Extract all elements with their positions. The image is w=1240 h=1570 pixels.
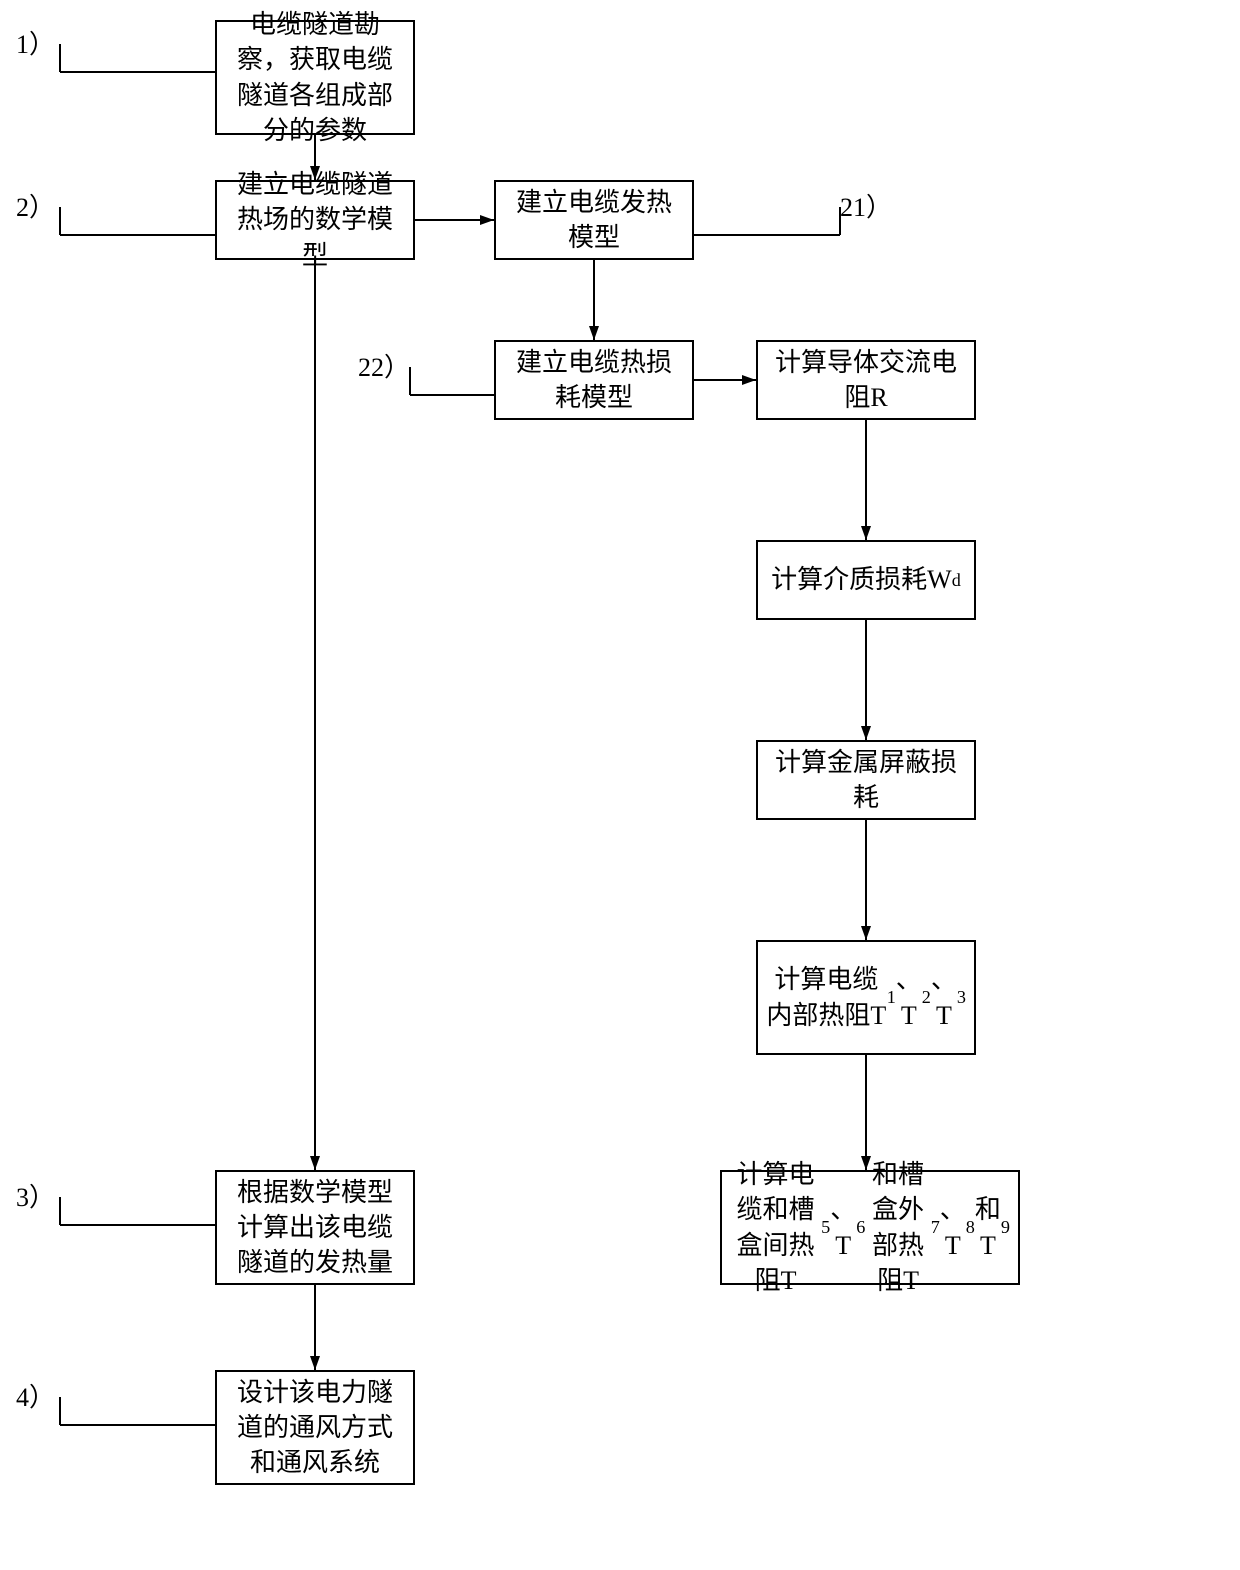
label-22: 22） (358, 355, 410, 381)
node-step3: 根据数学模型计算出该电缆隧道的发热量 (215, 1170, 415, 1285)
node-step21: 建立电缆发热模型 (494, 180, 694, 260)
label-2: 2） (16, 195, 55, 221)
node-calc-r: 计算导体交流电阻R (756, 340, 976, 420)
node-step2: 建立电缆隧道热场的数学模型 (215, 180, 415, 260)
label-4: 4） (16, 1385, 55, 1411)
node-calc-wd: 计算介质损耗Wd (756, 540, 976, 620)
node-calc-shield: 计算金属屏蔽损耗 (756, 740, 976, 820)
label-1: 1） (16, 32, 55, 58)
label-21: 21） (840, 195, 892, 221)
node-calc-t-inner: 计算电缆内部热阻T1、T2、T3 (756, 940, 976, 1055)
node-calc-t-outer: 计算电缆和槽盒间热阻T5、T6和槽盒外部热阻T7、T8和T9 (720, 1170, 1020, 1285)
node-step1: 电缆隧道勘察，获取电缆隧道各组成部分的参数 (215, 20, 415, 135)
label-3: 3） (16, 1185, 55, 1211)
node-step4: 设计该电力隧道的通风方式和通风系统 (215, 1370, 415, 1485)
node-step22: 建立电缆热损耗模型 (494, 340, 694, 420)
